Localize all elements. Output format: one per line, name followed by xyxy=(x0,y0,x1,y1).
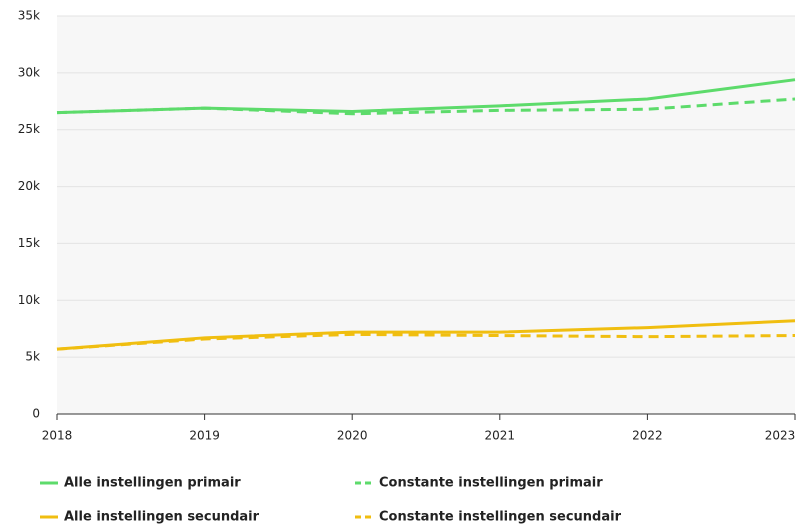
legend-label: Alle instellingen secundair xyxy=(64,510,260,525)
y-tick-label: 30k xyxy=(18,65,40,79)
y-tick-label: 0 xyxy=(32,407,40,421)
x-tick-label: 2023 xyxy=(765,429,796,443)
y-tick-label: 5k xyxy=(25,350,40,364)
legend-label: Constante instellingen primair xyxy=(379,476,603,491)
x-tick-label: 2022 xyxy=(632,429,663,443)
y-tick-label: 20k xyxy=(18,179,40,193)
y-tick-label: 35k xyxy=(18,9,40,23)
series-line xyxy=(56,97,796,116)
y-tick-label: 10k xyxy=(18,293,40,307)
legend-label: Constante instellingen secundair xyxy=(379,510,622,525)
x-tick-label: 2019 xyxy=(189,429,220,443)
x-tick-label: 2018 xyxy=(42,429,73,443)
y-tick-label: 15k xyxy=(18,236,40,250)
x-tick-label: 2021 xyxy=(485,429,516,443)
y-tick-label: 25k xyxy=(18,122,40,136)
series-line xyxy=(56,332,796,351)
legend-label: Alle instellingen primair xyxy=(64,476,241,491)
series-line xyxy=(56,78,796,115)
plot-area xyxy=(57,16,795,414)
series-line xyxy=(56,319,796,351)
x-tick-label: 2020 xyxy=(337,429,368,443)
